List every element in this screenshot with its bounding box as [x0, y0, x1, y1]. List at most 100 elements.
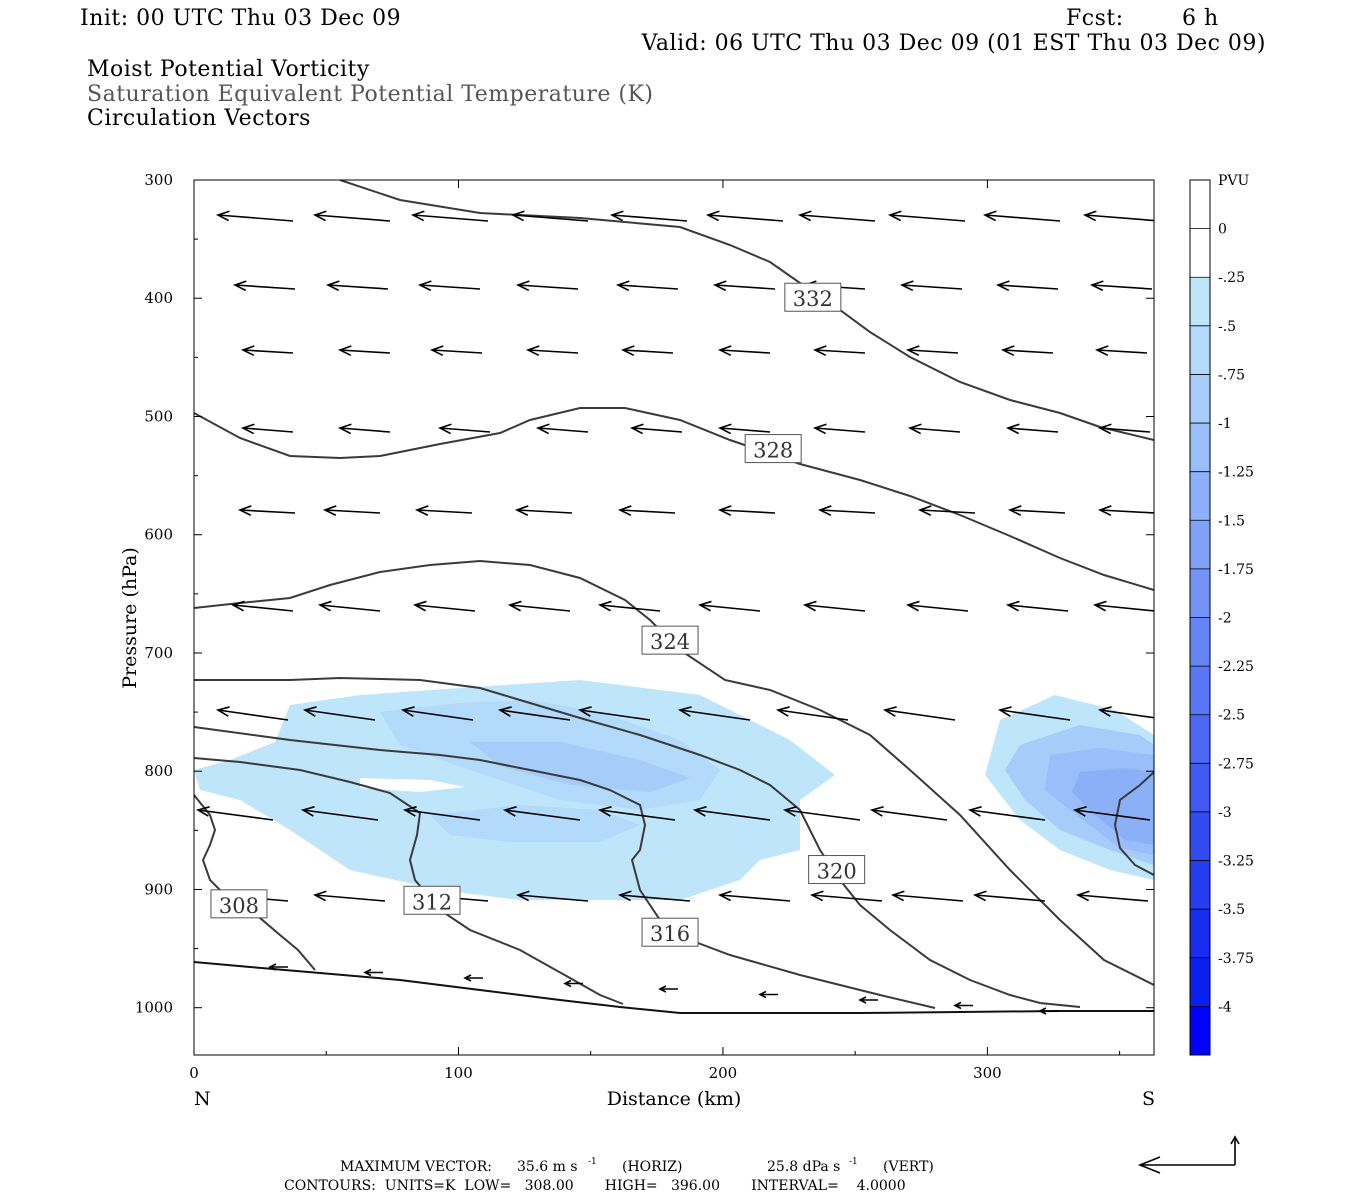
circulation-vector-arrow [525, 345, 579, 357]
colorbar-tick-label: -2.25 [1218, 659, 1254, 675]
circulation-vector-arrow [325, 280, 389, 292]
circulation-vector-arrow [717, 345, 771, 357]
surface-vector-arrow [953, 1001, 973, 1010]
circulation-vector-arrow [817, 505, 876, 516]
colorbar-tick-label: -3 [1218, 805, 1232, 821]
y-tick-label: 1000 [135, 999, 173, 1017]
colorbar-swatch [1190, 180, 1210, 230]
surface-vector-arrow [658, 985, 678, 993]
circulation-vector-arrow [1005, 423, 1059, 435]
circulation-vector-arrow [775, 706, 849, 721]
contour-east-closed [1113, 771, 1154, 876]
circulation-vector-arrow [317, 600, 381, 612]
y-axis: 300 400 500 600 700 800 900 1000 [135, 171, 1154, 1017]
x-axis: 0 100 200 300 [189, 180, 1121, 1082]
contour-label-324: 324 [650, 630, 690, 654]
circulation-vector-arrow [812, 423, 866, 435]
colorbar-tick-label: -2 [1218, 611, 1232, 627]
circulation-vector-arrow [215, 210, 294, 222]
circulation-vector-arrow [312, 210, 391, 222]
circulation-vector-arrow [907, 423, 961, 435]
circulation-vector-arrow [617, 890, 691, 902]
circulation-vector-arrow [437, 423, 491, 435]
x-tick-label: 200 [709, 1064, 738, 1082]
field-name-mpv: Moist Potential Vorticity [87, 57, 370, 82]
colorbar-tick-label: -3.25 [1218, 854, 1254, 870]
circulation-vector-arrow [230, 600, 294, 612]
contour-label-308: 308 [219, 894, 259, 918]
colorbar-swatch [1190, 617, 1210, 667]
circulation-vector-arrow [1094, 345, 1148, 357]
colorbar-swatch [1190, 277, 1210, 327]
circulation-vector-arrow [917, 505, 976, 516]
reference-vector [1137, 1135, 1240, 1174]
colorbar-tick-label: -4 [1218, 999, 1232, 1015]
y-tick-label: 700 [144, 644, 173, 662]
colorbar-swatch [1190, 957, 1210, 1007]
circulation-vector-arrow [1007, 505, 1066, 516]
circulation-vector-arrow [882, 706, 956, 721]
circulation-vector-arrow [905, 600, 969, 612]
colorbar-swatch [1190, 666, 1210, 716]
south-end-label: S [1142, 1088, 1155, 1110]
circulation-vector-arrow [677, 706, 751, 721]
surface-vector-arrow [268, 963, 288, 971]
circulation-vector-arrow [240, 345, 294, 357]
circulation-vector-arrow [577, 706, 651, 721]
max-vector-horiz-exponent: -1 [588, 1157, 597, 1167]
contour-label-box [641, 917, 699, 947]
colorbar-swatch [1190, 1006, 1210, 1056]
contours-info: CONTOURS: UNITS=K LOW= 308.00 HIGH= 396.… [284, 1178, 906, 1194]
circulation-vector-arrow [232, 280, 296, 292]
circulation-vector-arrow [414, 505, 473, 516]
y-axis-label: Pressure (hPa) [119, 547, 141, 689]
circulation-vector-arrow [312, 890, 386, 902]
pv-region-east-core [1072, 768, 1154, 845]
circulation-vector-arrow [887, 210, 966, 222]
y-tick-label: 600 [144, 526, 173, 544]
contour-328-line [194, 407, 1154, 591]
y-tick-label: 500 [144, 407, 173, 425]
surface-vector-arrow [463, 974, 483, 982]
max-vector-horiz-unit: (HORIZ) [622, 1159, 682, 1175]
circulation-vector-arrow [1000, 345, 1054, 357]
contour-label-box [784, 282, 842, 312]
circulation-vector-arrow [1072, 806, 1151, 821]
circulation-vector-arrow [802, 600, 866, 612]
contour-label-box [744, 434, 802, 464]
circulation-vector-arrow [514, 505, 573, 516]
circulation-vector-arrow [302, 706, 376, 721]
circulation-vector-arrow [1097, 505, 1154, 516]
field-name-vectors: Circulation Vectors [87, 106, 311, 131]
circulation-vector-arrow [215, 706, 289, 721]
colorbar-swatch [1190, 471, 1210, 521]
circulation-vector-arrow [195, 806, 274, 821]
contour-316-line [194, 726, 936, 1009]
contour-320-line [194, 676, 1081, 1008]
max-vector-vert-unit: (VERT) [883, 1159, 934, 1175]
max-vector-label: MAXIMUM VECTOR: [340, 1159, 492, 1175]
colorbar-tick-label: -.5 [1218, 319, 1236, 335]
circulation-vector-arrow [497, 706, 571, 721]
y-tick-label: 400 [144, 289, 173, 307]
circulation-vector-arrow [300, 806, 379, 821]
colorbar-swatch [1190, 860, 1210, 910]
surface-vector-arrow [363, 968, 383, 977]
max-vector-vert-exponent: -1 [849, 1157, 858, 1167]
circulation-vector-arrow [615, 280, 679, 292]
circulation-vector-arrow [997, 706, 1071, 721]
circulation-vector-arrow [967, 806, 1046, 821]
colorbar-swatch [1190, 325, 1210, 375]
contour-label-332: 332 [793, 287, 833, 311]
colorbar-swatch [1190, 568, 1210, 618]
contour-label-box [210, 889, 268, 919]
circulation-vector-arrow [510, 210, 589, 222]
circulation-vector-arrow [429, 345, 483, 357]
colorbar-tick-label: -.25 [1218, 270, 1245, 286]
circulation-vector-arrow [507, 600, 571, 612]
y-tick-label: 900 [144, 880, 173, 898]
circulation-vector-arrow [797, 210, 876, 222]
pv-region-inner [470, 742, 690, 792]
forecast-hours: 6 h [1182, 6, 1219, 31]
